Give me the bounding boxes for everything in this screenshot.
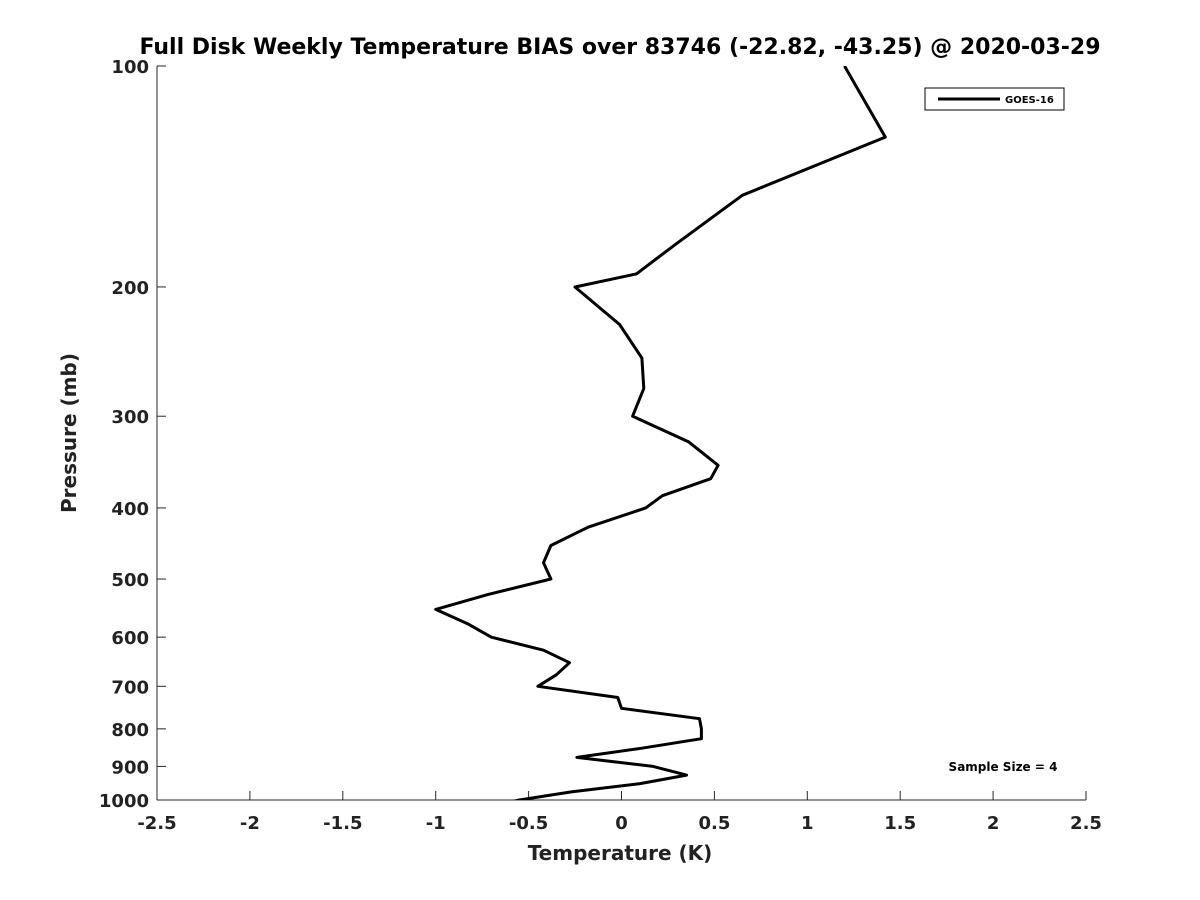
- x-tick-label: -1.5: [323, 813, 362, 834]
- axes: [156, 66, 1086, 801]
- x-tick-label: 2: [987, 813, 1000, 834]
- y-axis-label: Pressure (mb): [57, 353, 81, 513]
- x-axis-ticks: -2.5 -2 -1.5 -1 -0.5 0 0.5 1 1.5 2 2.5: [137, 791, 1102, 834]
- x-axis-label: Temperature (K): [528, 841, 713, 865]
- y-tick-label: 600: [111, 628, 149, 649]
- legend: GOES-16: [924, 87, 1065, 111]
- x-tick-label: 0: [615, 813, 628, 834]
- y-tick-label: 500: [111, 570, 149, 591]
- y-tick-label: 700: [111, 677, 149, 698]
- y-tick-label: 100: [111, 57, 149, 78]
- x-tick-label: 1.5: [884, 813, 916, 834]
- series-line-goes-16: [434, 66, 887, 800]
- y-tick-label: 900: [111, 757, 149, 778]
- y-tick-label: 400: [111, 499, 149, 520]
- y-tick-label: 800: [111, 720, 149, 741]
- x-tick-label: -1: [426, 813, 446, 834]
- x-tick-label: -0.5: [509, 813, 548, 834]
- sample-size-annotation: Sample Size = 4: [949, 760, 1058, 774]
- plot-area: [434, 66, 887, 800]
- legend-entry-goes-16: GOES-16: [1005, 95, 1054, 106]
- x-tick-label: 0.5: [698, 813, 730, 834]
- chart-title: Full Disk Weekly Temperature BIAS over 8…: [139, 35, 1100, 60]
- x-tick-label: -2: [240, 813, 260, 834]
- y-tick-label: 300: [111, 407, 149, 428]
- x-tick-label: 2.5: [1070, 813, 1102, 834]
- x-tick-label: -2.5: [137, 813, 176, 834]
- y-axis-ticks: 100 200 300 400 500 600 700 800 900 1000: [99, 57, 166, 812]
- y-tick-label: 200: [111, 278, 149, 299]
- y-tick-label: 1000: [99, 791, 149, 812]
- x-tick-label: 1: [801, 813, 814, 834]
